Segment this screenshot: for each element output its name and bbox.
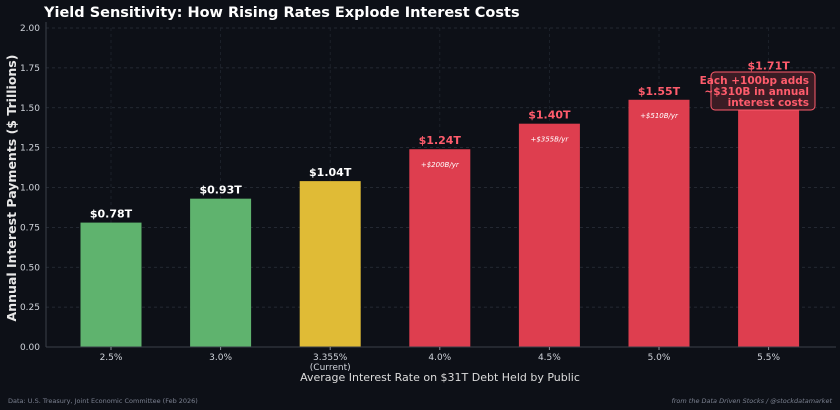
x-tick-label: 3.0%: [209, 353, 232, 363]
bar-value-label: $1.55T: [638, 85, 681, 98]
bar-value-label: $1.40T: [528, 109, 571, 122]
axes: 0.00 0.25 0.50 0.75 1.00 1.25 1.50 1.75 2.00 2.5%…: [20, 22, 836, 373]
y-tick-label: 0.25: [20, 303, 40, 313]
bar-value-label: $1.04T: [309, 166, 352, 179]
x-tick-label: 5.5%: [757, 353, 780, 363]
chart-title: Yield Sensitivity: How Rising Rates Expl…: [43, 5, 520, 21]
annotation-line-1: Each +100bp adds: [700, 75, 809, 87]
y-tick-label: 1.75: [20, 64, 40, 74]
y-tick-label: 1.50: [20, 104, 40, 114]
annotation-line-3: interest costs: [728, 97, 809, 109]
x-tick-label: 2.5%: [100, 353, 123, 363]
bar: [409, 149, 471, 347]
x-axis-label: Average Interest Rate on $31T Debt Held …: [300, 371, 580, 384]
annotation-box: Each +100bp adds ~$310B in annual intere…: [700, 71, 816, 111]
bar-value-label: $1.71T: [747, 59, 790, 72]
bar: [628, 99, 690, 348]
bar-value-label: $0.78T: [90, 208, 133, 221]
y-tick-label: 2.00: [20, 24, 40, 34]
x-tick-label: 3.355%: [313, 353, 348, 363]
bar-value-label: $1.24T: [419, 134, 462, 147]
annotation-line-2: ~$310B in annual: [704, 86, 809, 98]
bar: [80, 222, 142, 347]
y-tick-label: 0.00: [20, 343, 40, 353]
bar: [190, 198, 252, 347]
y-tick-label: 0.50: [20, 263, 40, 273]
data-labels: $0.78T $0.93T $1.04T $1.24T +$200B/yr $1.40T +…: [90, 59, 790, 220]
bar-increment-label: +$200B/yr: [421, 161, 460, 169]
y-tick-label: 1.00: [20, 184, 40, 194]
annotation-frame: [710, 71, 816, 111]
bar-value-label: $0.93T: [199, 184, 242, 197]
footer-credit: from the Data Driven Stocks / @stockdata…: [671, 397, 832, 405]
y-tick-label: 0.75: [20, 223, 40, 233]
bar-increment-label: +$510B/yr: [640, 112, 679, 120]
bar: [518, 123, 580, 347]
y-tick-label: 1.25: [20, 144, 40, 154]
bar-increment-label: +$355B/yr: [530, 136, 569, 144]
x-tick-label: 4.5%: [538, 353, 561, 363]
bar: [299, 181, 361, 347]
bar-series: [80, 74, 800, 348]
x-tick-label: 5.0%: [648, 353, 671, 363]
x-tick-sublabel: (Current): [310, 363, 351, 373]
footer-source: Data: U.S. Treasury, Joint Economic Comm…: [8, 397, 198, 405]
y-axis-label: Annual Interest Payments ($ Trillions): [4, 55, 19, 322]
bar: [738, 74, 800, 347]
x-tick-label: 4.0%: [428, 353, 451, 363]
